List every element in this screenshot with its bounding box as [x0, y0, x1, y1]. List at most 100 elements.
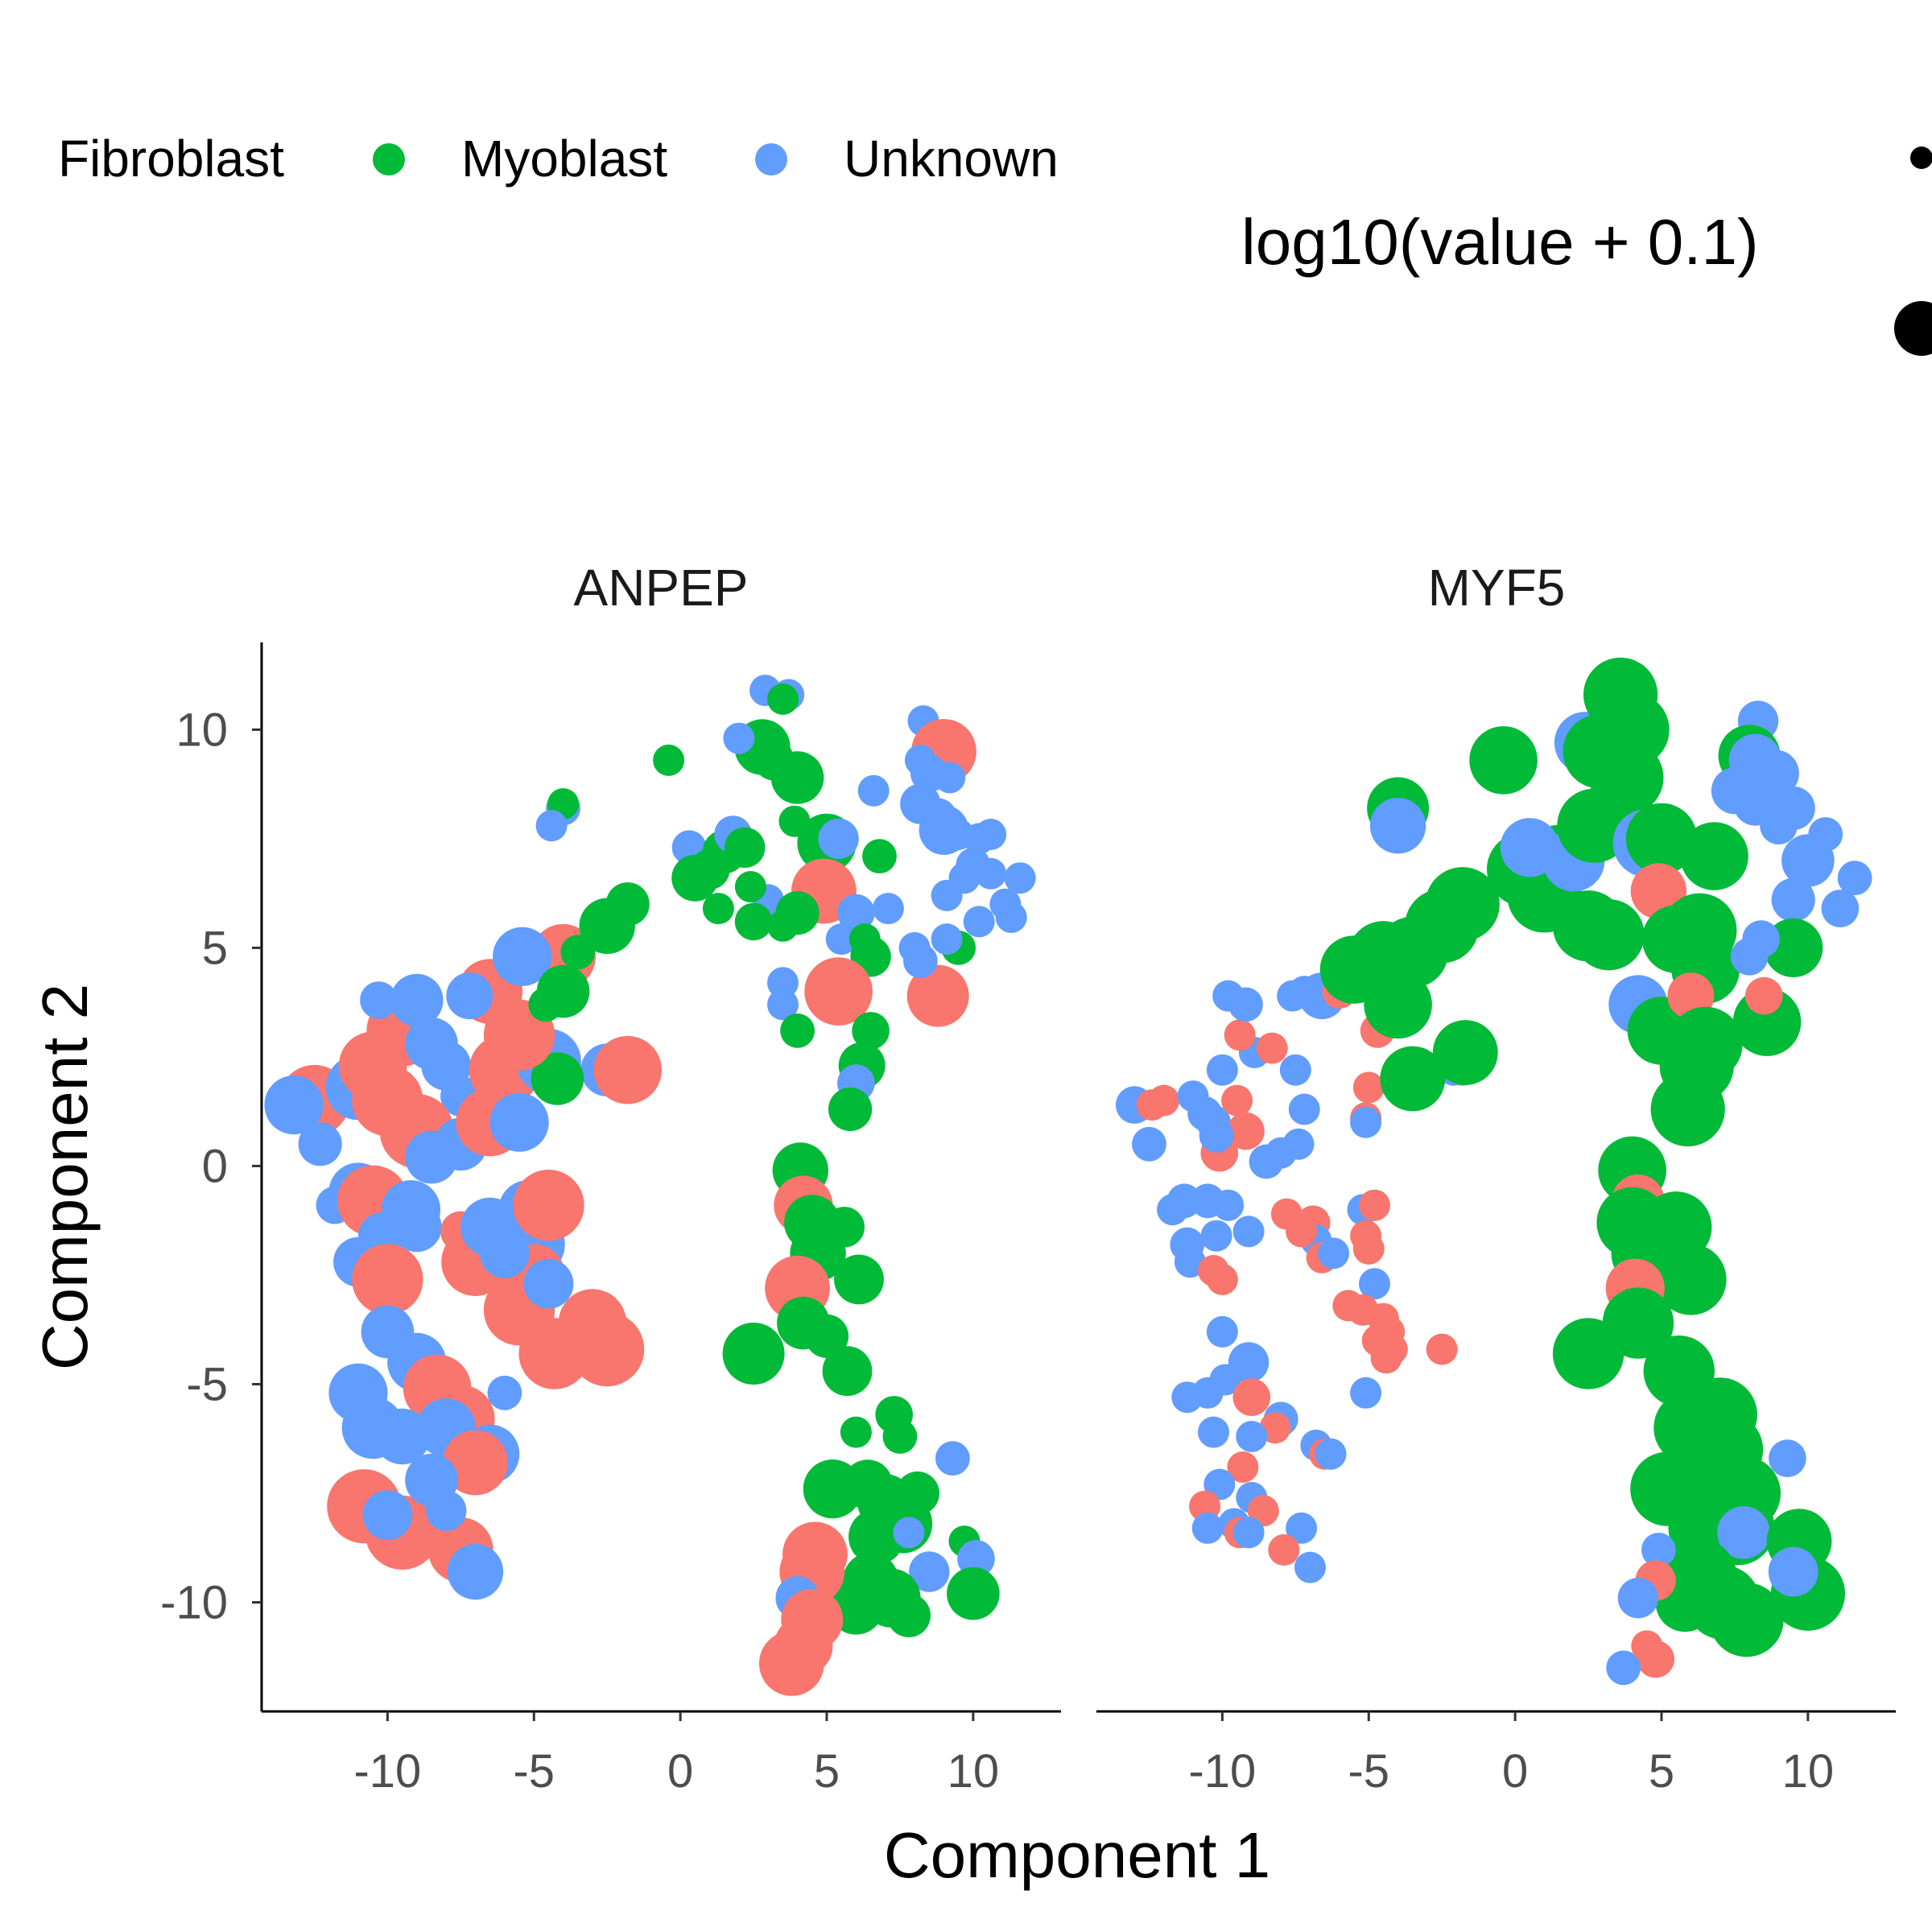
legend-label-myoblast: Myoblast	[461, 130, 667, 188]
data-point-fibroblast	[593, 1035, 662, 1104]
data-point-unknown	[489, 1092, 549, 1152]
data-point-unknown	[1282, 1128, 1315, 1160]
data-point-fibroblast	[1426, 1333, 1458, 1365]
data-point-unknown	[1359, 1268, 1390, 1300]
data-point-unknown	[1206, 1315, 1238, 1348]
data-point-unknown	[1236, 1421, 1268, 1452]
data-point-unknown	[362, 1490, 413, 1540]
data-point-unknown	[898, 931, 931, 964]
data-point-unknown	[1617, 1577, 1659, 1619]
data-point-fibroblast	[1631, 1630, 1663, 1662]
data-point-unknown	[1279, 1054, 1311, 1086]
y-tick-label: -5	[186, 1358, 228, 1410]
y-axis-ticks: 10 5 0 -5 -10	[160, 704, 262, 1629]
data-point-unknown	[857, 774, 890, 807]
data-point-myoblast	[862, 839, 897, 873]
data-point-unknown	[1206, 1054, 1238, 1086]
data-point-myoblast	[822, 1346, 873, 1397]
data-point-fibroblast	[1745, 976, 1783, 1015]
data-point-unknown	[931, 879, 963, 911]
data-point-unknown	[447, 1543, 504, 1600]
color-legend: Fibroblast Myoblast Unknown	[58, 130, 1059, 188]
data-point-unknown	[767, 989, 799, 1021]
data-point-unknown	[995, 902, 1027, 933]
data-point-myoblast	[734, 871, 766, 902]
data-point-unknown	[975, 857, 1007, 890]
data-point-unknown	[1369, 797, 1426, 854]
data-point-unknown	[837, 894, 875, 932]
data-point-unknown	[1641, 1533, 1676, 1567]
y-tick-label: -10	[160, 1576, 228, 1629]
legend-label-fibroblast: Fibroblast	[58, 130, 284, 188]
data-point-myoblast	[1469, 726, 1538, 795]
data-point-unknown	[767, 967, 799, 999]
data-point-myoblast	[530, 1052, 584, 1105]
data-point-unknown	[1350, 1377, 1382, 1409]
data-point-unknown	[493, 927, 552, 986]
data-point-fibroblast	[1148, 1084, 1180, 1117]
data-point-unknown	[487, 1375, 522, 1410]
data-point-myoblast	[528, 987, 564, 1022]
data-point-fibroblast	[1221, 1084, 1253, 1117]
data-point-fibroblast	[906, 964, 969, 1027]
facet-title-anpep: ANPEP	[574, 559, 749, 617]
x-tick-label: -10	[353, 1745, 421, 1798]
data-point-unknown	[390, 973, 444, 1027]
data-point-unknown	[426, 1490, 467, 1531]
data-point-unknown	[1132, 1126, 1166, 1162]
data-point-unknown	[1004, 862, 1036, 894]
data-point-unknown	[1821, 890, 1860, 927]
x-axis-ticks-anpep: -10 -5 0 5 10	[353, 1711, 999, 1798]
data-point-unknown	[535, 810, 568, 842]
data-point-unknown	[1232, 1216, 1265, 1248]
data-point-myoblast	[834, 1254, 884, 1305]
data-point-myoblast	[1589, 740, 1664, 815]
x-tick-label: 0	[1502, 1745, 1528, 1798]
data-point-unknown	[523, 1258, 574, 1309]
data-point-myoblast	[724, 827, 766, 869]
x-axis-ticks-myf5: -10 -5 0 5 10	[1188, 1711, 1834, 1798]
data-point-unknown	[909, 1551, 950, 1592]
data-point-fibroblast	[1359, 1189, 1390, 1221]
data-point-unknown	[298, 1122, 342, 1166]
data-point-fibroblast	[804, 957, 873, 1026]
data-point-myoblast	[1625, 803, 1698, 875]
data-point-unknown	[1200, 1220, 1232, 1252]
data-point-unknown	[1730, 938, 1769, 976]
facet-title-myf5: MYF5	[1428, 559, 1566, 617]
data-point-myoblast	[1573, 899, 1645, 971]
data-point-myoblast	[1680, 822, 1748, 890]
data-point-myoblast	[824, 1207, 865, 1248]
data-point-myoblast	[1552, 1318, 1624, 1389]
data-point-unknown	[1228, 987, 1263, 1022]
y-tick-label: 0	[202, 1140, 228, 1192]
data-point-unknown	[935, 1441, 970, 1476]
data-point-fibroblast	[443, 1430, 508, 1496]
data-point-unknown	[818, 818, 859, 860]
data-point-unknown	[893, 1517, 925, 1549]
data-point-fibroblast	[1224, 1019, 1256, 1051]
data-point-unknown	[723, 722, 755, 754]
data-point-unknown	[264, 1075, 324, 1135]
x-axis-title: Component 1	[884, 1819, 1270, 1891]
data-point-myoblast	[775, 891, 819, 935]
legend-label-unknown: Unknown	[844, 130, 1059, 188]
data-point-unknown	[1288, 1093, 1320, 1125]
panel-anpep	[264, 675, 1036, 1696]
data-point-unknown	[1191, 1512, 1224, 1544]
y-tick-label: 5	[202, 922, 228, 974]
data-point-unknown	[1350, 1106, 1382, 1138]
x-tick-label: 5	[814, 1745, 840, 1798]
data-point-myoblast	[1432, 1020, 1498, 1085]
data-point-unknown	[446, 972, 493, 1020]
data-point-unknown	[360, 981, 398, 1019]
data-point-unknown	[1286, 1512, 1318, 1544]
panel-myf5	[1116, 657, 1872, 1686]
data-point-unknown	[1768, 1546, 1818, 1597]
data-point-myoblast	[767, 683, 799, 715]
data-point-fibroblast	[1227, 1112, 1265, 1150]
data-point-myoblast	[702, 893, 734, 925]
data-point-myoblast	[1650, 1071, 1725, 1147]
x-tick-label: 10	[1782, 1745, 1835, 1798]
